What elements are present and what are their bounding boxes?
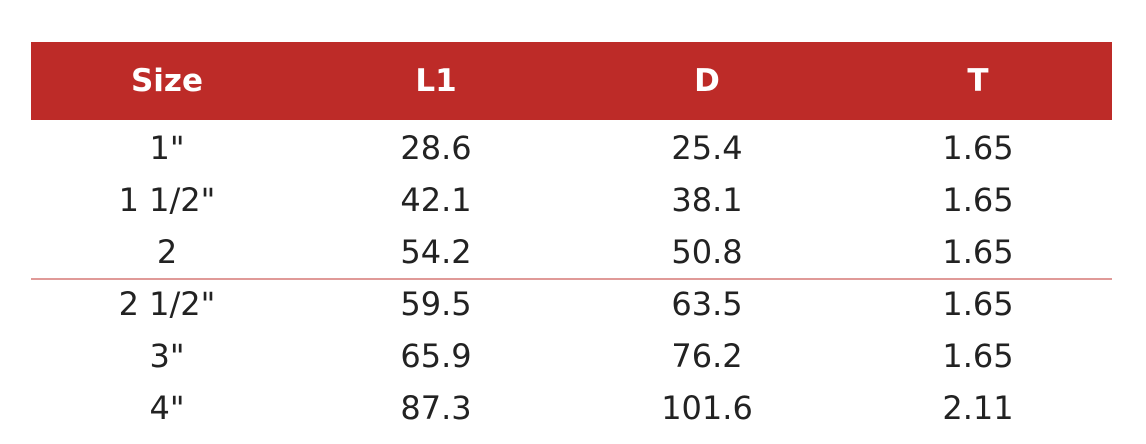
table-cell: 1.65 [942,285,1014,323]
table-cell: 1.65 [942,233,1014,271]
table-cell: 59.5 [400,285,472,323]
table-cell: 1.65 [942,337,1014,375]
table-cell: 1 1/2" [118,181,216,219]
table-cell: 25.4 [671,129,743,167]
table-cell: 65.9 [400,337,472,375]
table-cell: 2.11 [942,389,1014,427]
row-separator [31,278,1112,280]
table-cell: 101.6 [661,389,753,427]
table-cell: 42.1 [400,181,472,219]
table-cell: 38.1 [671,181,743,219]
table-cell: 1" [149,129,185,167]
table-cell: 3" [149,337,185,375]
header-cell: T [967,63,989,99]
table-cell: 2 [156,233,178,271]
table-cell: 63.5 [671,285,743,323]
table-cell: 2 1/2" [118,285,216,323]
header-cell: Size [130,63,204,99]
table-cell: 87.3 [400,389,472,427]
table-cell: 28.6 [400,129,472,167]
table-cell: 4" [149,389,185,427]
table-cell: 50.8 [671,233,743,271]
table-cell: 54.2 [400,233,472,271]
header-cell: L1 [415,63,457,99]
table-header: Size L1 D T [31,42,1112,120]
header-cell: D [694,63,720,99]
table-cell: 1.65 [942,181,1014,219]
table-cell: 1.65 [942,129,1014,167]
table-cell: 76.2 [671,337,743,375]
